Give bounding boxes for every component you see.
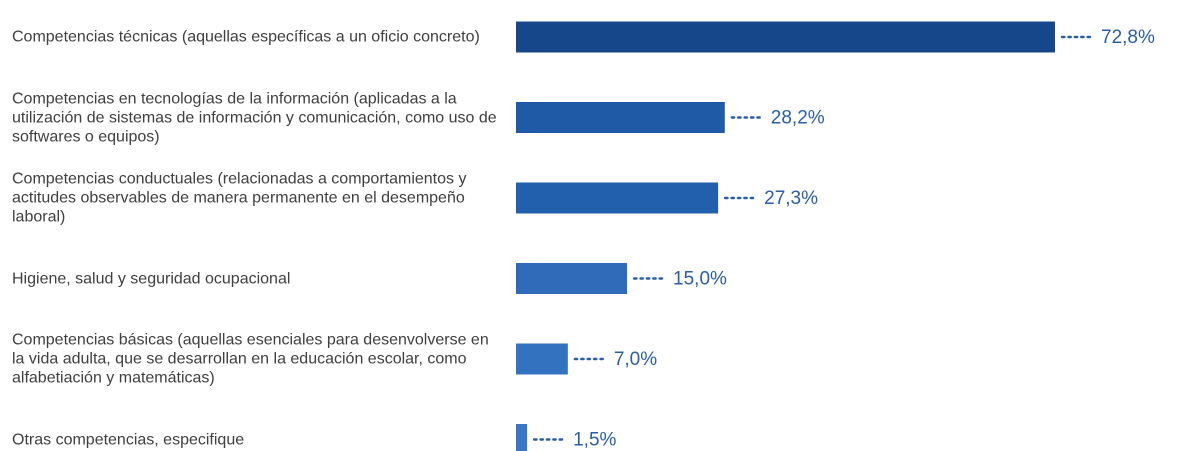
bar <box>516 21 1055 53</box>
category-label: Competencias conductuales (relacionadas … <box>12 170 467 226</box>
category-label: Competencias básicas (aquellas esenciale… <box>12 331 489 387</box>
bar <box>516 263 628 294</box>
bar <box>516 343 568 375</box>
category-label: Higiene, salud y seguridad ocupacional <box>12 270 291 287</box>
value-label: 72,8% <box>1101 27 1155 48</box>
bar <box>516 424 528 451</box>
value-label: 15,0% <box>673 269 727 290</box>
category-label: Competencias técnicas (aquellas específi… <box>12 28 480 46</box>
value-label: 1,5% <box>573 430 616 451</box>
category-label: Otras competencias, especifique <box>12 431 245 448</box>
bar <box>516 182 719 214</box>
category-label: Competencias en tecnologías de la inform… <box>12 90 497 145</box>
value-label: 28,2% <box>771 108 825 129</box>
bar <box>516 102 725 133</box>
value-label: 7,0% <box>614 349 657 370</box>
value-label: 27,3% <box>764 188 818 209</box>
